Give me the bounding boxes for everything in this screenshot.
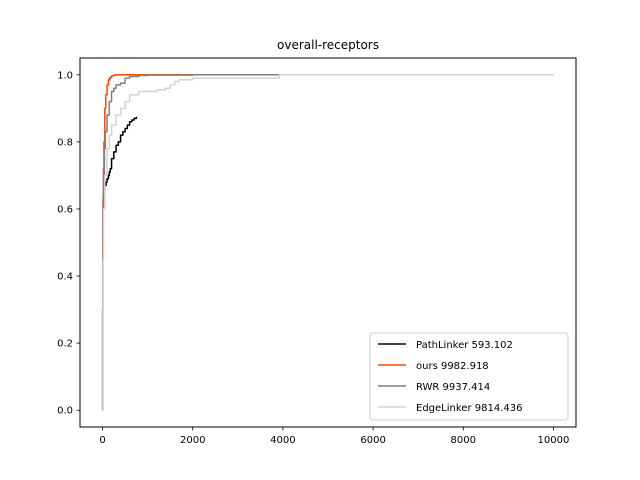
x-tick-label: 10000 <box>538 435 570 446</box>
legend: PathLinker 593.102 ours 9982.918 RWR 9937.… <box>369 332 569 421</box>
y-tick-label: 0.4 <box>57 272 73 283</box>
series-line-3 <box>102 74 554 411</box>
y-tick-label: 0.6 <box>57 204 73 215</box>
y-tick-label: 0.8 <box>57 137 73 148</box>
x-tick-label: 2000 <box>180 435 205 446</box>
series-line-2 <box>102 74 554 411</box>
chart-title: overall-receptors <box>277 38 379 52</box>
plot-frame <box>79 57 577 428</box>
x-axis: 0 2000 4000 6000 8000 10000 <box>99 427 569 446</box>
y-tick-label: 0.0 <box>57 406 73 417</box>
x-tick-label: 6000 <box>360 435 385 446</box>
x-tick-label: 0 <box>99 435 105 446</box>
legend-box <box>369 332 569 421</box>
y-axis: 0.0 0.2 0.4 0.6 0.8 1.0 <box>57 70 80 417</box>
legend-label-2: RWR 9937.414 <box>416 382 490 393</box>
series-layer <box>101 74 554 411</box>
legend-label-1: ours 9982.918 <box>416 361 489 372</box>
legend-label-3: EdgeLinker 9814.436 <box>416 403 522 414</box>
legend-label-0: PathLinker 593.102 <box>416 340 513 351</box>
y-tick-label: 1.0 <box>57 70 73 81</box>
x-tick-label: 8000 <box>451 435 476 446</box>
x-tick-label: 4000 <box>270 435 295 446</box>
y-tick-label: 0.2 <box>57 339 73 350</box>
